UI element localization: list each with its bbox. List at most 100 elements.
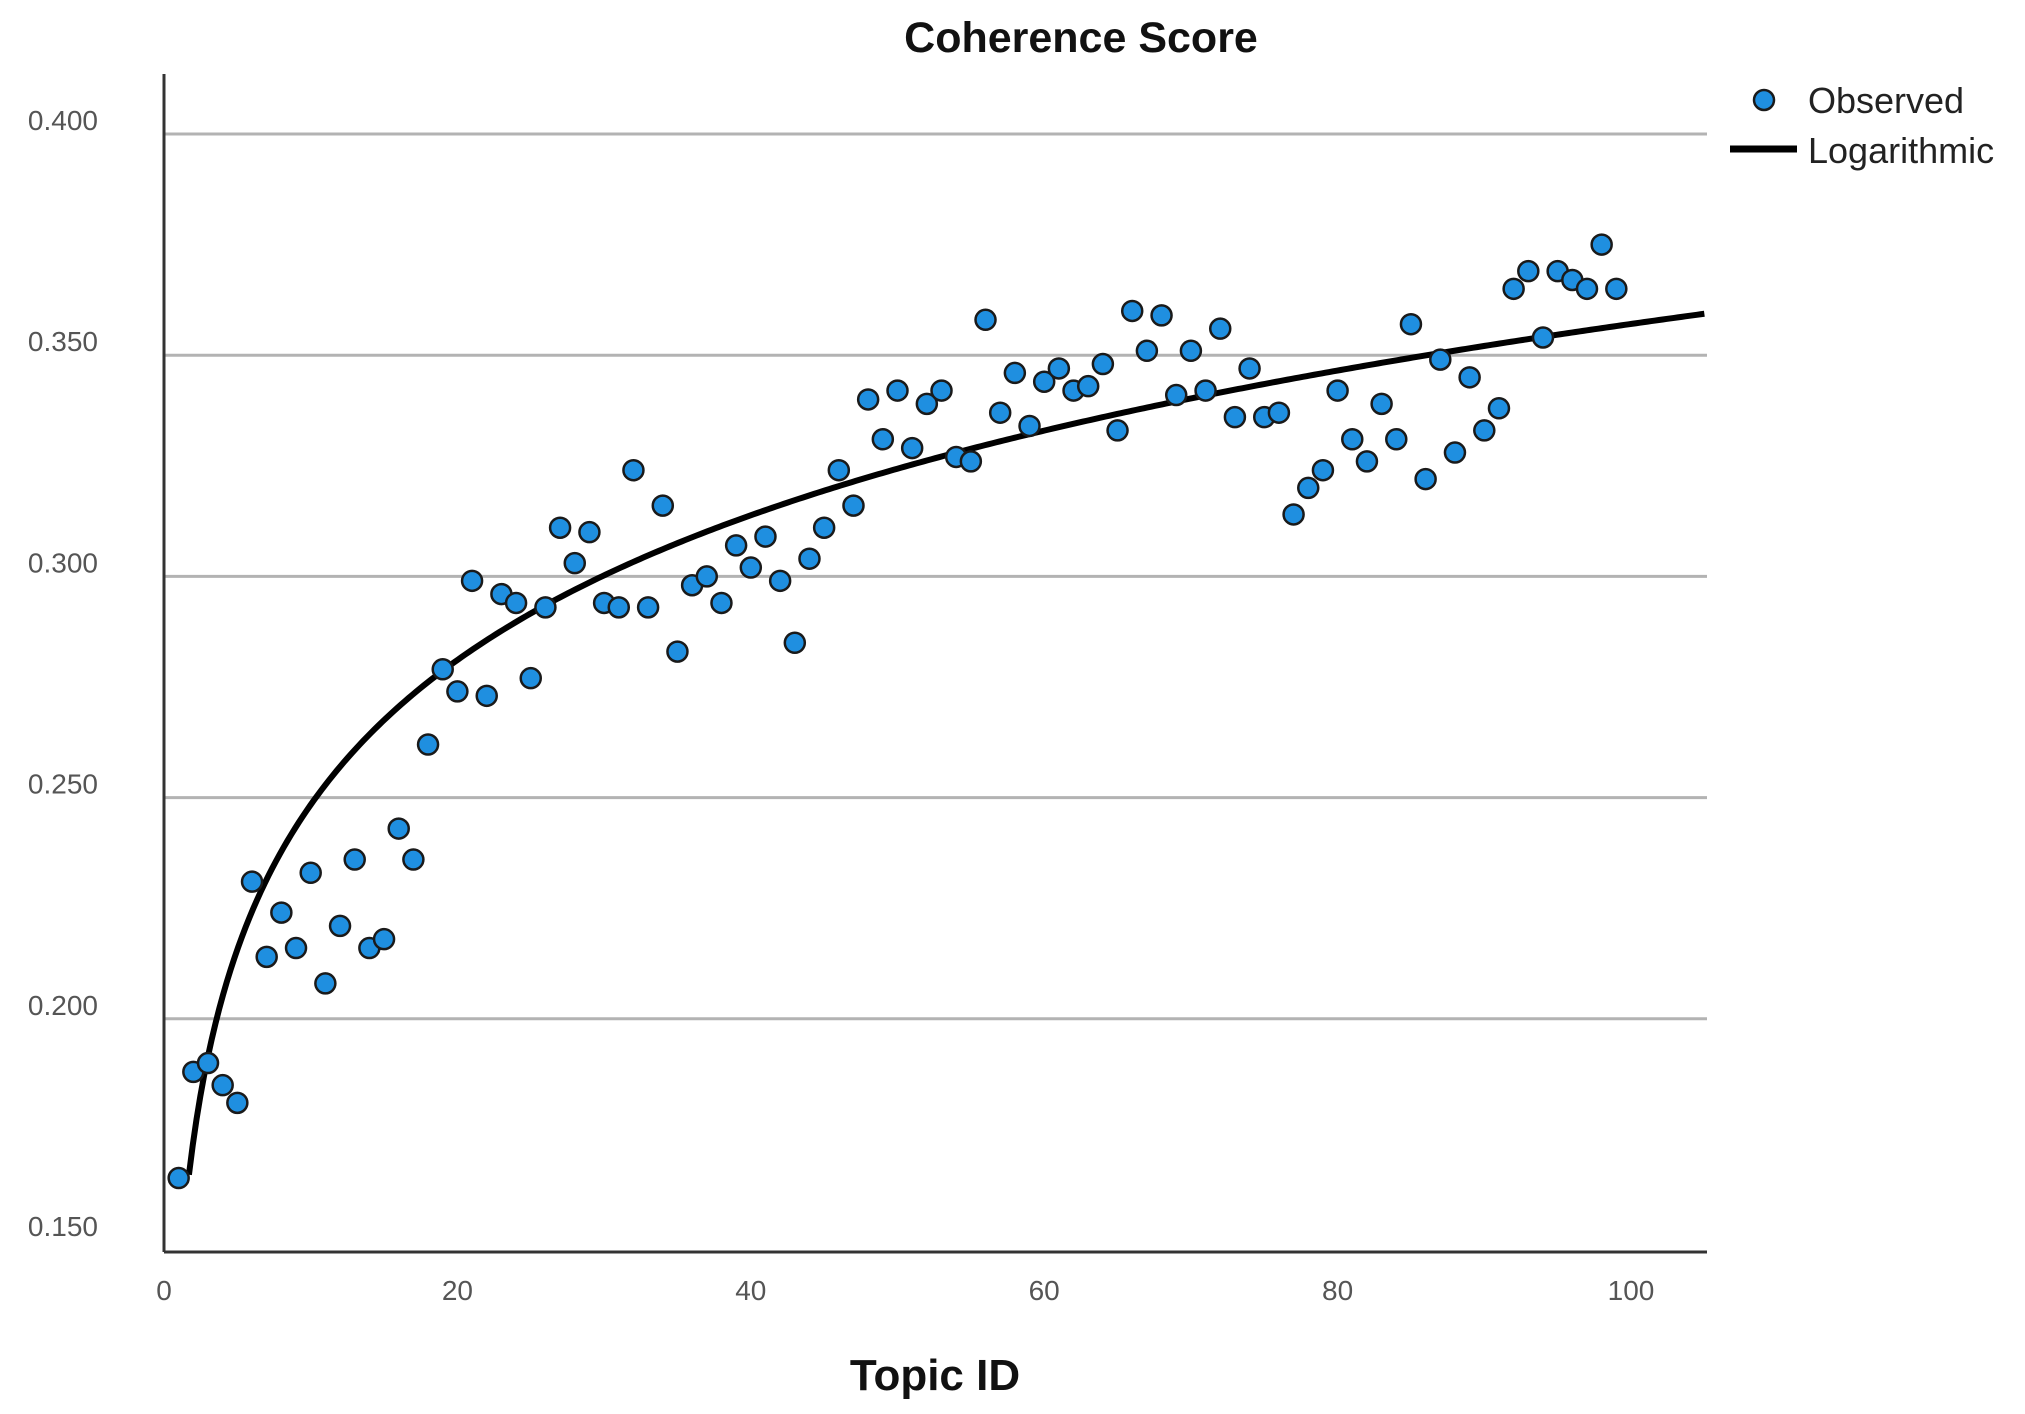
observed-point xyxy=(871,428,895,451)
observed-point xyxy=(1106,419,1129,442)
observed-point xyxy=(1267,401,1291,424)
y-tick-label: 0.150 xyxy=(28,1211,98,1242)
x-tick-label: 60 xyxy=(1029,1275,1060,1306)
observed-point xyxy=(387,817,410,840)
observed-point xyxy=(1517,259,1540,283)
observed-point xyxy=(460,569,484,593)
observed-point xyxy=(1208,317,1232,340)
observed-point xyxy=(915,392,939,416)
observed-point xyxy=(768,569,792,593)
x-tick-label: 40 xyxy=(735,1275,766,1306)
observed-point xyxy=(1575,277,1599,301)
observed-point xyxy=(1458,366,1481,389)
observed-point xyxy=(284,936,308,960)
observed-point xyxy=(798,547,821,570)
x-axis-label: Topic ID xyxy=(850,1351,1020,1400)
observed-point xyxy=(988,401,1012,424)
chart-title: Coherence Score xyxy=(904,14,1258,62)
observed-point xyxy=(930,379,953,402)
y-tick-label: 0.200 xyxy=(28,990,98,1021)
observed-point xyxy=(974,308,997,332)
observed-point xyxy=(519,666,542,690)
observed-point xyxy=(167,1166,190,1190)
observed-point xyxy=(1282,503,1305,526)
observed-point xyxy=(1003,361,1027,385)
observed-point xyxy=(1076,374,1100,398)
logarithmic-fit xyxy=(185,310,1705,1176)
legend-observed-marker xyxy=(1752,88,1776,112)
observed-point xyxy=(343,848,366,871)
observed-point xyxy=(724,534,748,557)
observed-point xyxy=(1414,467,1437,491)
logarithmic-curve xyxy=(185,310,1705,1176)
observed-point xyxy=(431,658,454,681)
observed-point xyxy=(226,1091,249,1115)
observed-point xyxy=(1238,357,1261,380)
observed-point xyxy=(196,1051,220,1075)
observed-point xyxy=(754,525,777,548)
observed-point xyxy=(1473,419,1496,442)
y-tick-label: 0.300 xyxy=(28,547,98,578)
observed-point xyxy=(1429,348,1452,371)
observed-point xyxy=(1194,379,1217,402)
observed-point xyxy=(1018,414,1041,438)
observed-point xyxy=(255,945,278,969)
observed-point xyxy=(886,379,909,402)
observed-point xyxy=(372,927,396,951)
observed-point xyxy=(607,596,631,619)
observed-point xyxy=(314,972,337,995)
y-tick-label: 0.400 xyxy=(28,105,98,136)
observed-point xyxy=(1531,326,1555,349)
y-tick-label: 0.350 xyxy=(28,326,98,357)
observed-point xyxy=(1385,428,1408,451)
observed-point xyxy=(1164,383,1188,407)
x-tick-labels: 0 20 40 60 80 100 xyxy=(156,1275,1654,1306)
observed-point xyxy=(783,631,807,655)
observed-point xyxy=(959,450,983,473)
observed-point xyxy=(299,861,322,885)
observed-point xyxy=(1091,352,1115,376)
observed-point xyxy=(622,458,645,482)
observed-point xyxy=(416,733,440,756)
legend-logarithmic-label: Logarithmic xyxy=(1808,130,1994,171)
observed-point xyxy=(1032,370,1056,393)
observed-point xyxy=(1502,277,1525,301)
observed-point xyxy=(1399,312,1423,336)
legend: Observed Logarithmic xyxy=(1730,80,1994,171)
observed-point xyxy=(402,848,425,871)
observed-point xyxy=(578,520,601,544)
observed-point xyxy=(328,914,352,938)
gridlines xyxy=(164,132,1707,1021)
observed-point xyxy=(1150,304,1173,327)
x-tick-label: 80 xyxy=(1322,1275,1353,1306)
observed-point xyxy=(1605,277,1628,301)
observed-point xyxy=(1311,458,1335,482)
axes xyxy=(162,74,1707,1254)
observed-point xyxy=(1355,450,1379,473)
observed-point xyxy=(1047,357,1071,380)
observed-point xyxy=(812,516,836,539)
observed-point xyxy=(842,494,865,517)
observed-point xyxy=(710,591,733,615)
observed-point xyxy=(211,1073,234,1097)
observed-point xyxy=(1341,428,1364,451)
observed-point xyxy=(1443,441,1467,464)
observed-point xyxy=(1326,379,1349,402)
observed-point xyxy=(1179,339,1203,363)
observed-point xyxy=(270,901,293,924)
observed-point xyxy=(240,870,264,893)
x-tick-label: 20 xyxy=(442,1275,473,1306)
observed-points xyxy=(167,233,1628,1190)
observed-point xyxy=(651,494,675,517)
y-tick-labels: 0.150 0.200 0.250 0.300 0.350 0.400 xyxy=(28,105,98,1242)
observed-point xyxy=(446,680,469,703)
observed-point xyxy=(1590,233,1613,256)
observed-point xyxy=(1370,392,1393,416)
observed-point xyxy=(534,596,557,619)
observed-point xyxy=(666,640,689,663)
observed-point xyxy=(504,591,528,615)
observed-point xyxy=(827,458,851,482)
y-tick-label: 0.250 xyxy=(28,769,98,800)
observed-point xyxy=(695,565,719,588)
observed-point xyxy=(636,596,660,619)
